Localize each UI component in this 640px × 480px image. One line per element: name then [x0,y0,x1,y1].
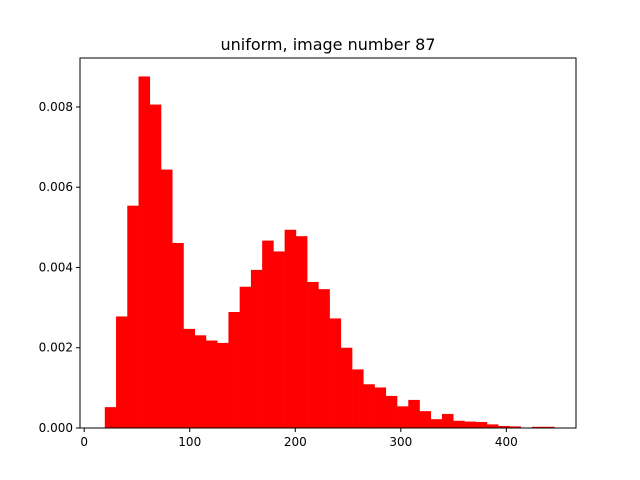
plot-frame [79,57,577,429]
histogram-bar [273,251,285,428]
histogram-bar [475,421,488,428]
histogram-bar [453,420,465,428]
histogram-bar [149,104,162,429]
histogram-bar [318,289,330,428]
histogram-bar [374,387,387,428]
histogram-bar [262,240,274,428]
x-tick-label: 0 [80,435,88,449]
histogram-bar [172,243,184,428]
histogram-bar [419,411,432,428]
histogram-bar [205,340,218,428]
y-tick-label: 0.008 [39,100,73,114]
histogram-bar [116,316,128,428]
y-tick-label: 0.004 [39,260,73,274]
histogram-bar [127,205,139,428]
x-tick-label: 200 [284,435,307,449]
histogram-bar [228,312,240,428]
histogram-bar [194,335,207,428]
histogram-bar [161,169,173,428]
histogram-bar [307,281,319,428]
x-tick-label: 400 [495,435,518,449]
histogram-bar [183,328,196,428]
histogram-bar [217,342,229,428]
y-tick-label: 0.006 [39,180,73,194]
x-tick-label: 100 [178,435,201,449]
histogram-bar [509,426,521,428]
histogram-bar [295,236,308,428]
x-tick-label: 300 [389,435,412,449]
histogram-bar [486,424,499,428]
histogram-bar [329,318,342,428]
histogram-bar [397,406,409,428]
bars-group [104,76,555,429]
chart-title: uniform, image number 87 [220,35,435,54]
histogram-bar [284,229,297,428]
histogram-bar [250,269,263,428]
histogram-bar [340,347,353,428]
y-tick-label: 0.000 [39,421,73,435]
histogram-bar [543,426,555,428]
histogram-bar [138,76,151,429]
histogram-bar [363,384,375,428]
histogram-bar [104,407,117,428]
histogram-bar [531,426,544,428]
histogram-bar [352,369,364,428]
histogram-bar [464,421,476,428]
histogram-bar [385,395,398,428]
x-axis: 0 100 200 300 400 [80,428,518,449]
histogram-bar [408,399,420,428]
y-axis: 0.000 0.002 0.004 0.006 0.008 [39,100,80,435]
histogram-bar [430,419,443,428]
histogram-bar [441,413,454,428]
y-tick-label: 0.002 [39,341,73,355]
histogram-bar [498,425,510,428]
histogram-bar [239,286,252,428]
